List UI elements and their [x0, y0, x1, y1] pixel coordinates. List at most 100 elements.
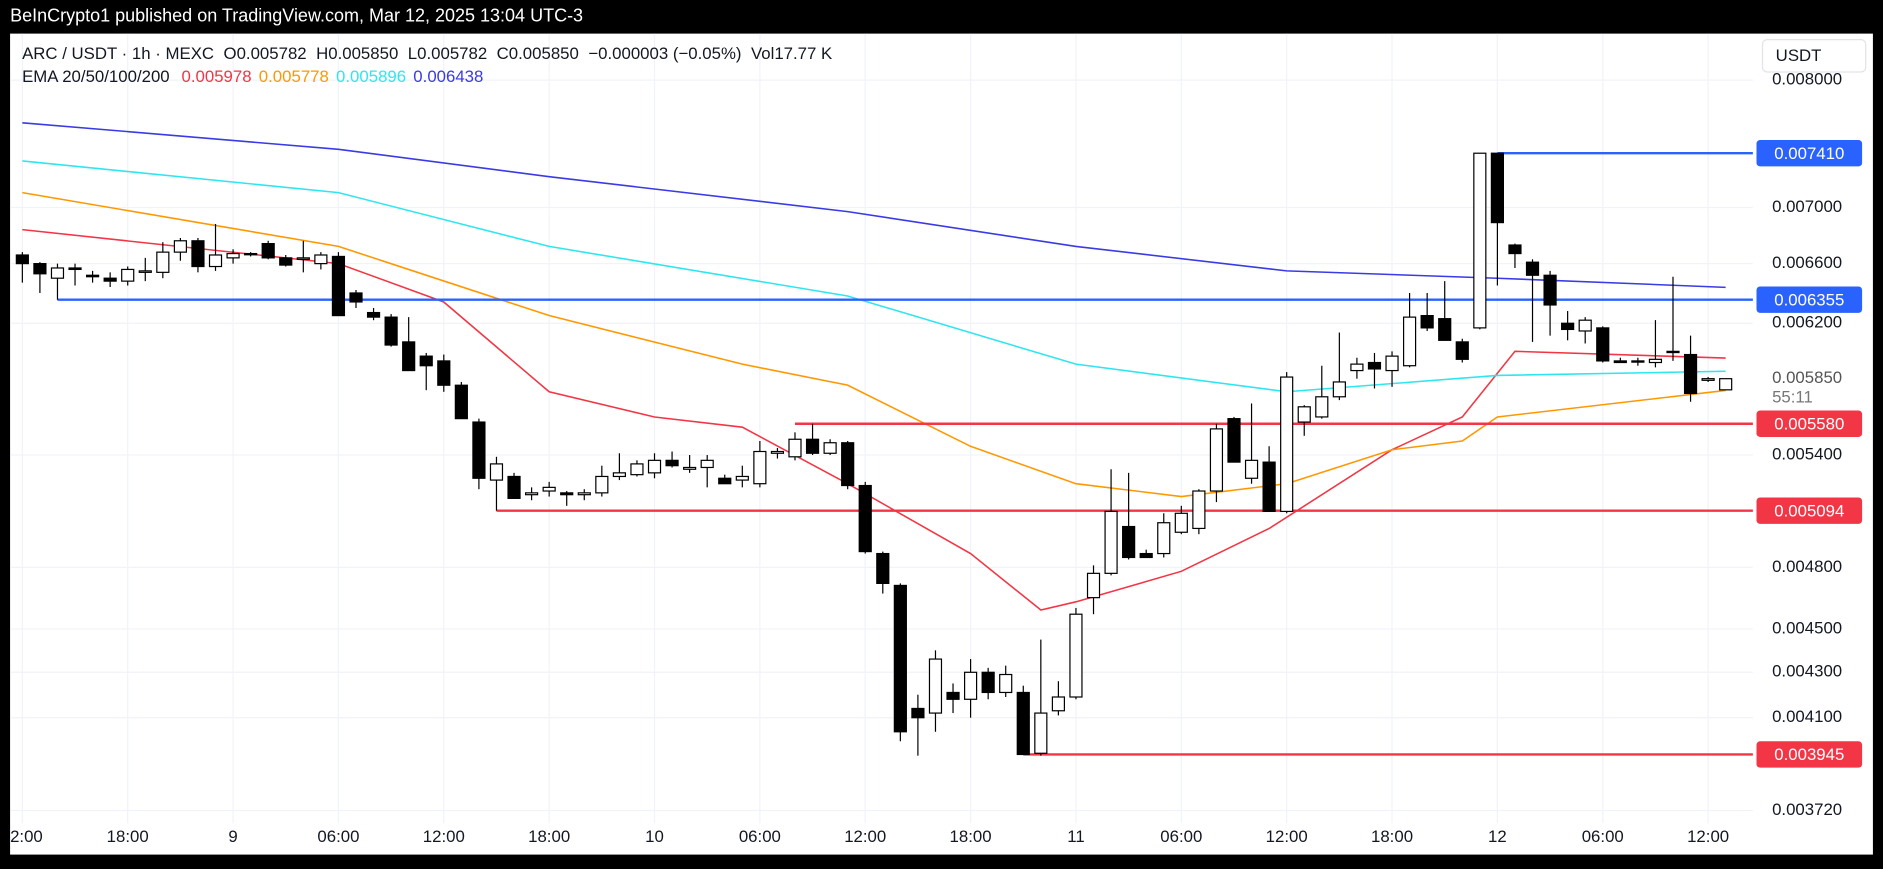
- candle-body: [208, 254, 223, 268]
- candle-body: [1613, 360, 1627, 364]
- candle-body: [630, 463, 644, 476]
- y-tick-label: 0.004500: [1772, 618, 1842, 637]
- candle-body: [963, 671, 978, 700]
- candle-body: [1315, 396, 1329, 418]
- x-tick-label: 18:00: [107, 827, 149, 846]
- ema-line: [22, 191, 1726, 498]
- candle-body: [279, 257, 293, 266]
- candle-body: [191, 240, 205, 268]
- candle-body: [1648, 358, 1663, 364]
- y-tick-label: 0.004800: [1772, 557, 1842, 576]
- level-label-box: [1756, 497, 1863, 524]
- candle-body: [50, 267, 65, 279]
- y-tick-label: 0.004300: [1772, 662, 1842, 681]
- countdown-label: 55:11: [1772, 387, 1813, 406]
- legend-open: O0.005782: [224, 45, 307, 64]
- candle-body: [1350, 363, 1364, 372]
- candle-body: [103, 277, 117, 282]
- candle-body: [1455, 341, 1469, 360]
- candle-body: [1244, 459, 1259, 479]
- ema-lines: [22, 122, 1726, 611]
- candle-body: [700, 459, 714, 469]
- candle-body: [981, 671, 995, 694]
- candle-body: [15, 254, 29, 265]
- candle-body: [805, 438, 820, 454]
- ema-value: 0.005896: [336, 67, 406, 86]
- candle-body: [560, 492, 574, 496]
- candle-body: [1227, 418, 1241, 463]
- x-tick-label: 06:00: [1582, 827, 1624, 846]
- last-price-mask: [1755, 366, 1871, 410]
- x-tick-label: 12: [1488, 827, 1507, 846]
- candle-body: [226, 252, 240, 259]
- ema-legend: EMA 20/50/100/200 0.005978 0.005778 0.0058…: [22, 67, 483, 86]
- legend-row: ARC / USDT · 1h · MEXC O0.005782 H0.0058…: [22, 45, 833, 64]
- candle-body: [612, 472, 626, 478]
- candle-body: [1016, 691, 1030, 756]
- candle-body: [1508, 244, 1522, 255]
- legend-close: C0.005850: [497, 45, 579, 64]
- candle-body: [1262, 461, 1276, 513]
- candle-body: [1683, 353, 1698, 395]
- candle-body: [366, 311, 381, 318]
- candle-body: [1666, 350, 1680, 354]
- x-tick-label: 06:00: [1160, 827, 1202, 846]
- candle-body: [121, 268, 135, 282]
- candle-body: [753, 450, 767, 485]
- candle-body: [489, 463, 504, 481]
- candle-body: [419, 355, 433, 367]
- candle-body: [595, 475, 609, 494]
- candle-body: [68, 267, 82, 271]
- ema-line: [22, 122, 1726, 289]
- candle-body: [647, 459, 662, 474]
- candle-body: [1034, 712, 1048, 754]
- candle-body: [788, 438, 802, 458]
- candle-body: [1385, 355, 1399, 372]
- candle-body: [1332, 381, 1346, 398]
- candle-body: [946, 691, 960, 700]
- candle-body: [1122, 525, 1136, 559]
- currency-label: USDT: [1776, 46, 1822, 65]
- level-label: 0.005094: [1774, 501, 1844, 520]
- candle-body: [1402, 316, 1417, 367]
- ema-line: [22, 228, 1726, 611]
- candles: [15, 152, 1733, 756]
- x-tick-label: 18:00: [528, 827, 570, 846]
- candle-body: [858, 484, 872, 553]
- candle-body: [1209, 428, 1224, 492]
- legend-low: L0.005782: [408, 45, 487, 64]
- y-tick-label: 0.004100: [1772, 707, 1842, 726]
- ema-value: 0.006438: [413, 67, 483, 86]
- x-tick-label: 18:00: [950, 827, 992, 846]
- y-tick-label: 0.006200: [1772, 313, 1842, 332]
- y-tick-label: 0.006600: [1772, 253, 1842, 272]
- candle-body: [173, 240, 187, 253]
- candle-body: [1490, 152, 1504, 224]
- candle-body: [1174, 512, 1188, 533]
- candle-body: [507, 475, 521, 499]
- candle-body: [1438, 318, 1452, 341]
- symbol: ARC / USDT · 1h · MEXC: [22, 45, 214, 64]
- x-tick-label: 12:00: [423, 827, 465, 846]
- y-tick-label: 0.003720: [1772, 800, 1842, 819]
- candle-body: [1367, 361, 1382, 370]
- currency-button[interactable]: [1761, 39, 1867, 73]
- level-label-box: [1756, 410, 1863, 437]
- candle-body: [683, 466, 697, 470]
- candle-body: [999, 673, 1013, 694]
- x-tick-label: 06:00: [317, 827, 359, 846]
- candle-body: [876, 552, 890, 584]
- candle-body: [1561, 322, 1575, 331]
- x-tick-label: 12:00: [844, 827, 886, 846]
- candle-body: [735, 475, 749, 481]
- ema-value: 0.005778: [259, 67, 329, 86]
- candle-body: [1525, 261, 1540, 276]
- ema-value: 0.005978: [182, 67, 252, 86]
- level-label-box: [1756, 140, 1863, 167]
- candle-body: [1297, 406, 1311, 423]
- candle-body: [33, 263, 47, 275]
- candle-body: [1157, 522, 1171, 555]
- candle-body: [156, 251, 170, 273]
- candle-body: [1631, 360, 1645, 363]
